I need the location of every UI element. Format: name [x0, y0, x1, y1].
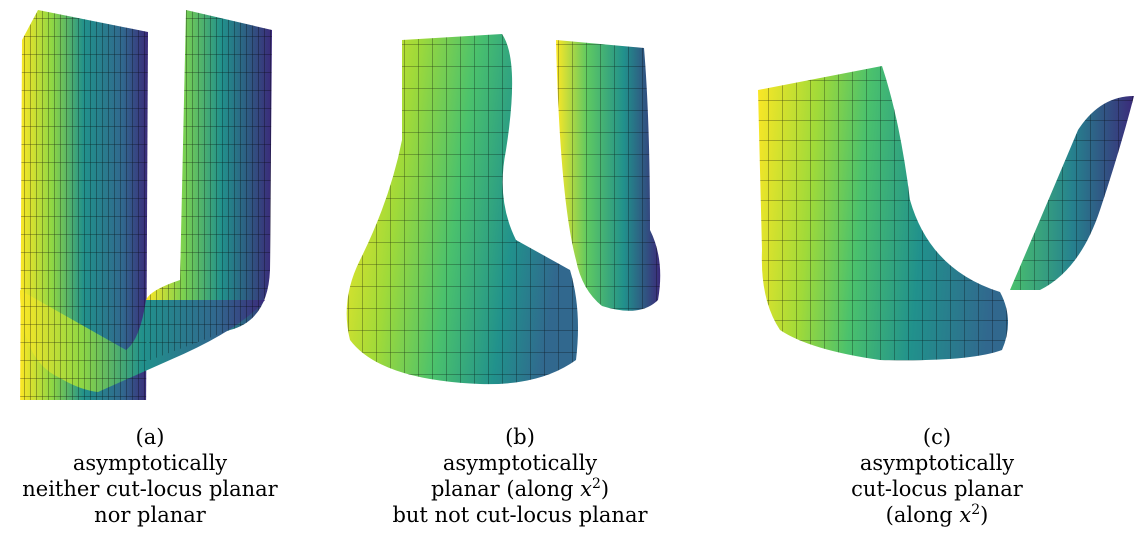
caption-line: asymptotically [859, 451, 1015, 475]
caption-tag: (c) [922, 425, 952, 449]
caption-tag: (b) [505, 425, 535, 449]
caption-line: nor planar [94, 503, 206, 527]
caption-line: neither cut-locus planar [22, 477, 278, 501]
caption-line-math: (along x2) [885, 502, 989, 527]
surface-plot-a [20, 10, 272, 400]
panel-c: (c) asymptotically cut-locus planar (alo… [740, 0, 1134, 548]
caption-line: but not cut-locus planar [392, 503, 648, 527]
caption-line: asymptotically [442, 451, 598, 475]
caption-line: asymptotically [72, 451, 228, 475]
caption-b: (b) asymptotically planar (along x2) but… [320, 424, 720, 528]
caption-a: (a) asymptotically neither cut-locus pla… [0, 424, 300, 528]
caption-line-math: planar (along x2) [430, 476, 610, 501]
caption-c: (c) asymptotically cut-locus planar (alo… [740, 424, 1134, 528]
panel-a: (a) asymptotically neither cut-locus pla… [0, 0, 300, 548]
surface-plot-b [346, 34, 661, 385]
panel-b: (b) asymptotically planar (along x2) but… [320, 0, 720, 548]
caption-tag: (a) [135, 425, 165, 449]
surface-plot-c [758, 66, 1134, 361]
caption-line: cut-locus planar [851, 477, 1023, 501]
